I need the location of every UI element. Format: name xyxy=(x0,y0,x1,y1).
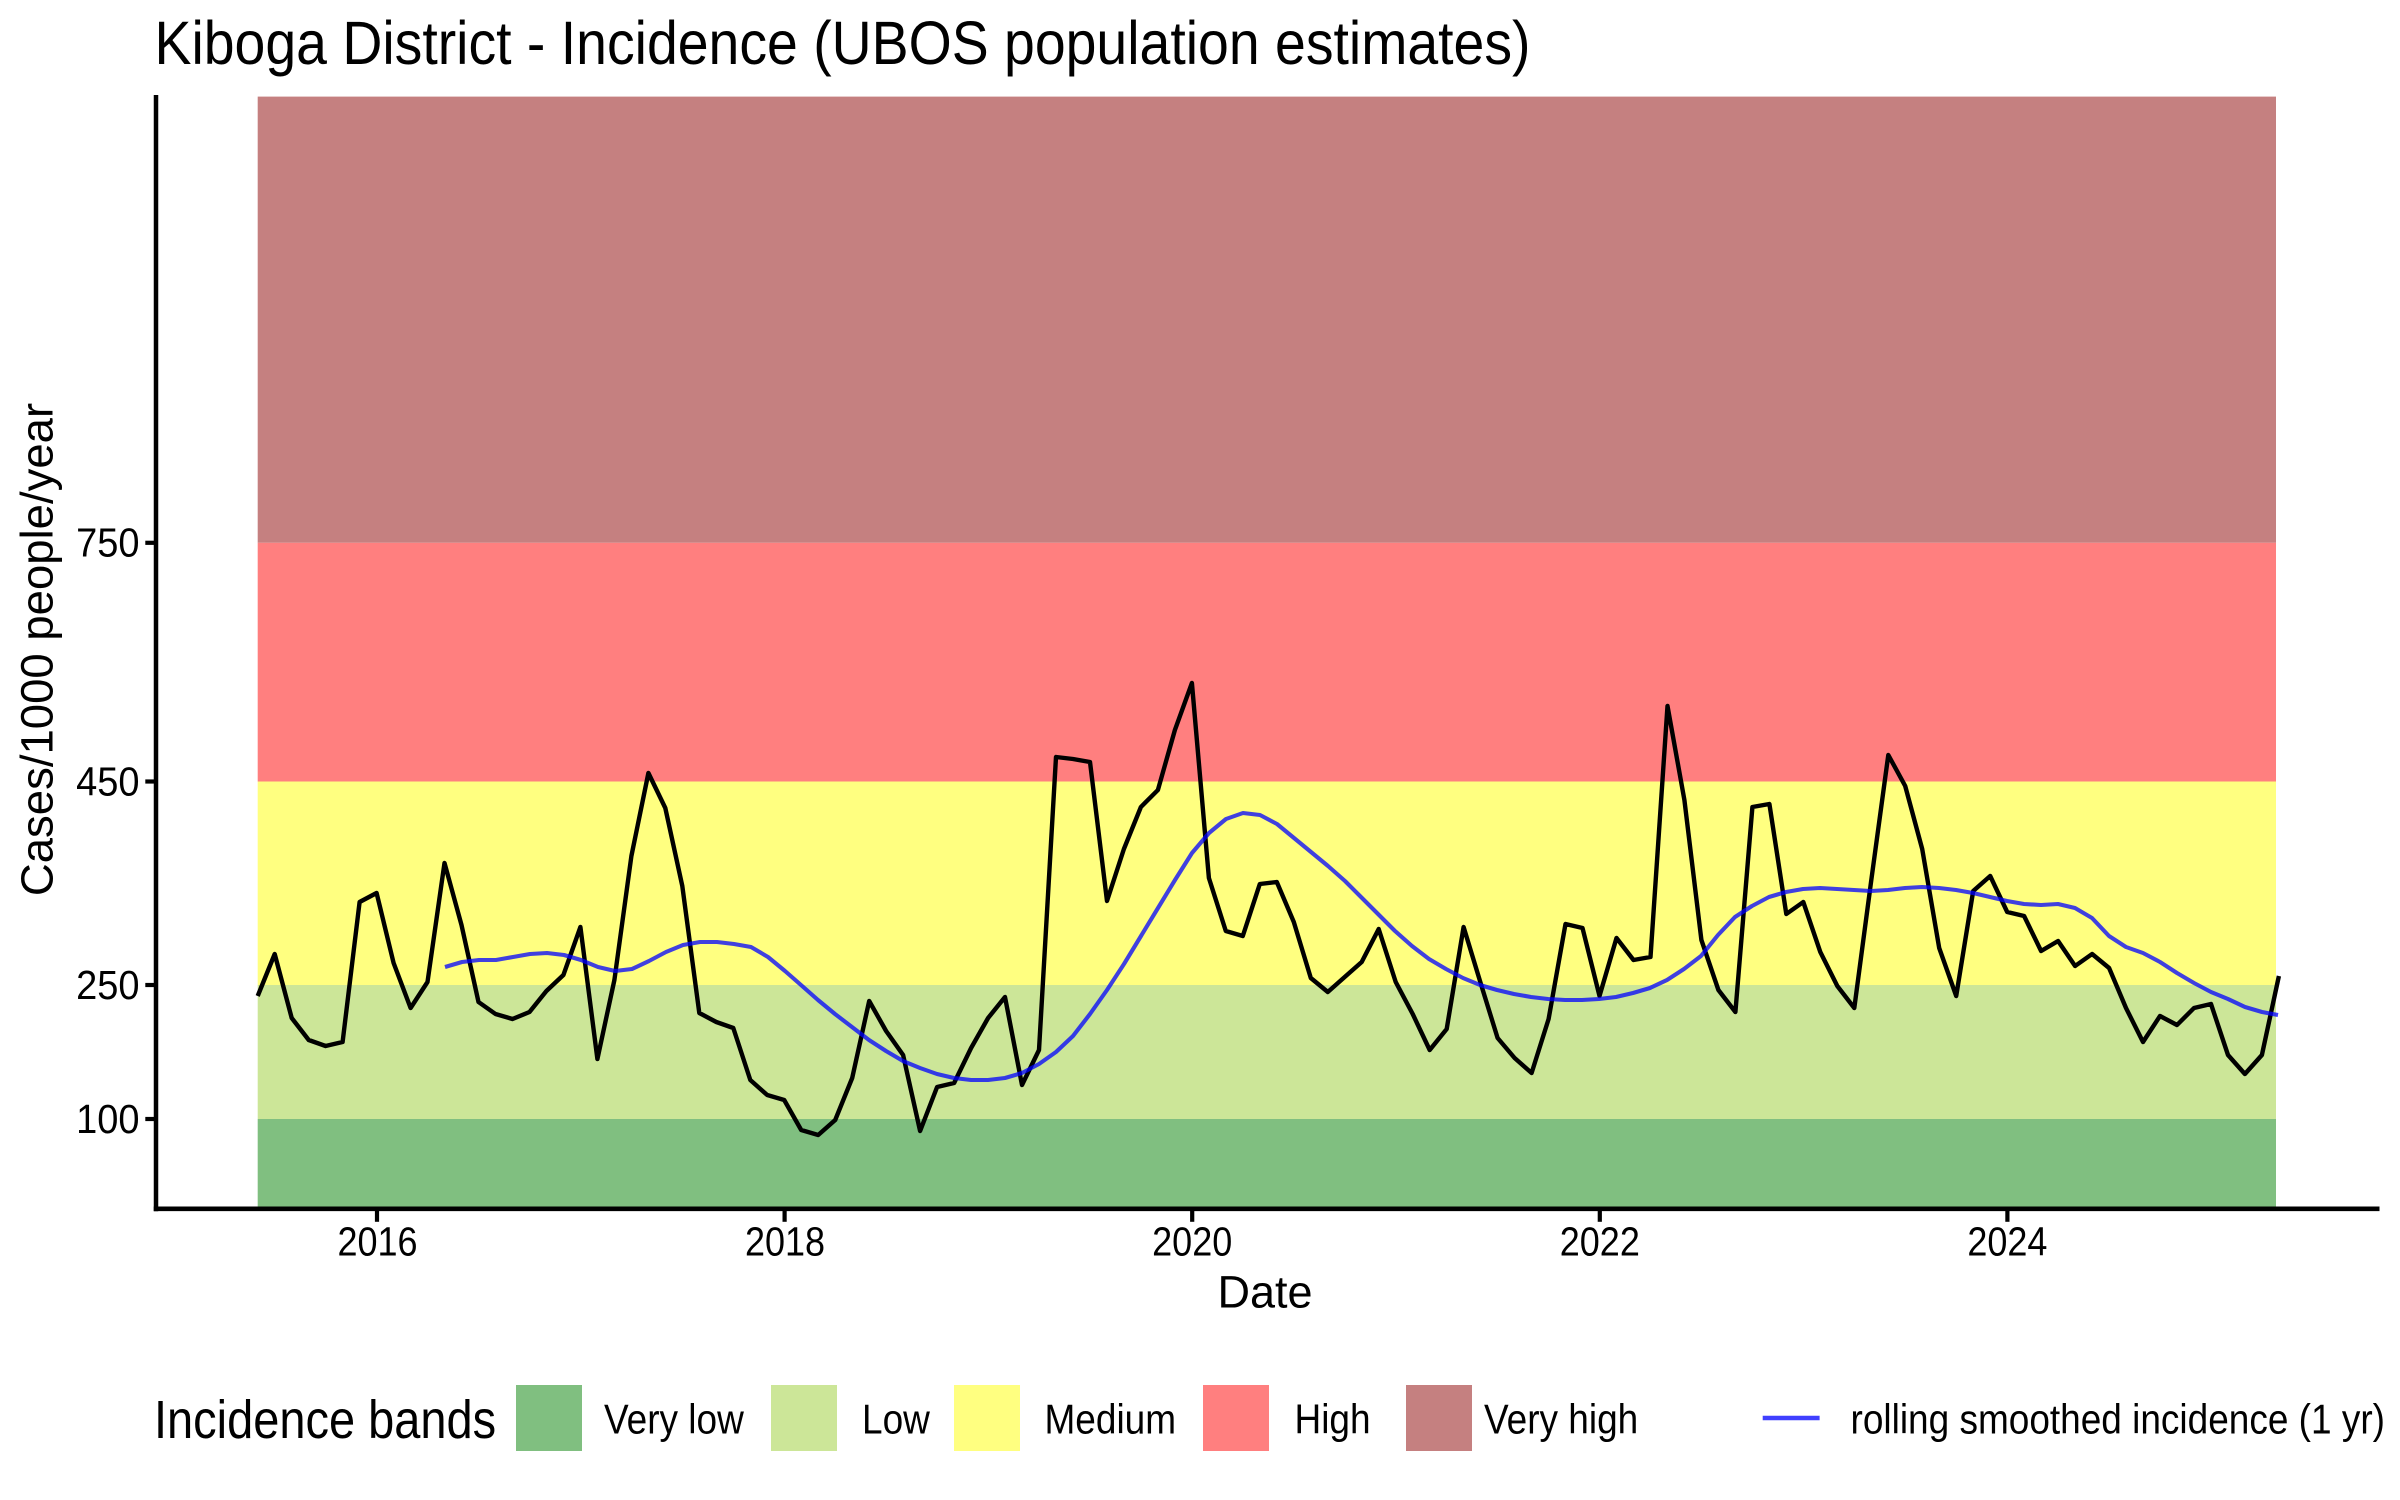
svg-text:Date: Date xyxy=(1217,1267,1312,1318)
svg-text:750: 750 xyxy=(76,521,139,566)
svg-text:High: High xyxy=(1295,1397,1371,1443)
svg-text:2024: 2024 xyxy=(1967,1220,2047,1265)
svg-text:2020: 2020 xyxy=(1152,1220,1232,1265)
svg-text:2022: 2022 xyxy=(1560,1220,1640,1265)
svg-text:Incidence bands: Incidence bands xyxy=(154,1389,496,1450)
svg-text:Medium: Medium xyxy=(1045,1397,1177,1443)
svg-text:2016: 2016 xyxy=(337,1220,417,1265)
svg-text:Very low: Very low xyxy=(604,1397,744,1443)
svg-text:Low: Low xyxy=(862,1397,930,1443)
svg-text:250: 250 xyxy=(76,963,139,1008)
svg-text:Cases/1000 people/year: Cases/1000 people/year xyxy=(12,403,63,896)
svg-text:100: 100 xyxy=(76,1097,139,1142)
svg-text:2018: 2018 xyxy=(745,1220,825,1265)
svg-text:Kiboga District - Incidence (U: Kiboga District - Incidence (UBOS popula… xyxy=(155,10,1531,78)
svg-text:450: 450 xyxy=(76,760,139,805)
svg-text:Very high: Very high xyxy=(1484,1397,1638,1443)
svg-text:rolling smoothed incidence (1: rolling smoothed incidence (1 yr) xyxy=(1851,1397,2385,1443)
